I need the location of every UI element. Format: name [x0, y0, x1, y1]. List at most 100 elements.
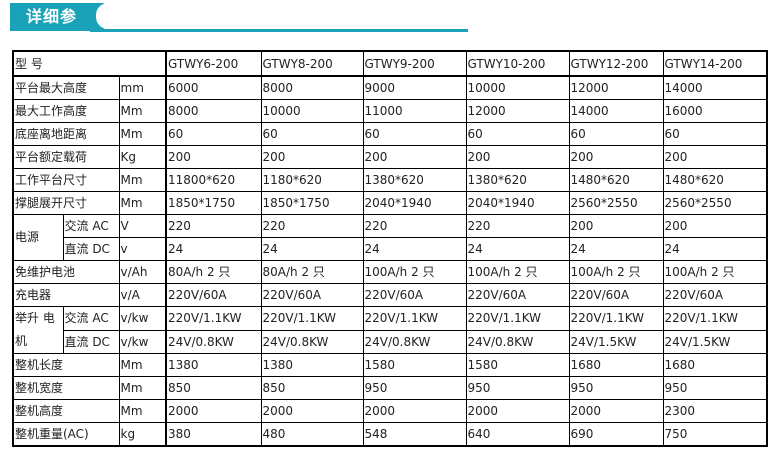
spec-value: 60	[362, 122, 467, 146]
spec-value: 200	[662, 145, 768, 169]
spec-value: 24V/0.8KW	[465, 329, 570, 354]
table-row: 平台最大高度 mm 6000 8000 9000 10000 12000 14000	[12, 75, 768, 100]
spec-value: 200	[662, 214, 768, 238]
spec-value: 950	[662, 376, 768, 400]
model-name: GTWY9-200	[362, 50, 467, 77]
sub-label: 交流 AC	[62, 214, 120, 238]
row-label: 最大工作高度	[12, 99, 120, 123]
spec-value: 2560*2550	[568, 191, 664, 215]
sub-label: 交流 AC	[62, 306, 120, 331]
table-row: 平台额定载荷 Kg 200 200 200 200 200 200	[12, 145, 768, 169]
spec-value: 60	[260, 122, 364, 146]
unit: kg	[118, 422, 167, 447]
row-label: 整机重量(AC)	[12, 422, 120, 447]
spec-value: 220V/60A	[662, 283, 768, 307]
spec-value: 80A/h 2 只	[260, 260, 364, 284]
spec-value: 24	[165, 237, 262, 261]
spec-value: 2040*1940	[465, 191, 570, 215]
unit: v/A	[118, 283, 167, 307]
spec-value: 1380	[165, 353, 262, 377]
unit: v/kw	[118, 306, 167, 331]
spec-value: 60	[662, 122, 768, 146]
spec-value: 24V/0.8KW	[362, 329, 467, 354]
table-row: 整机高度 Mm 2000 2000 2000 2000 2000 2300	[12, 399, 768, 423]
unit: V	[118, 214, 167, 238]
spec-value: 1680	[662, 353, 768, 377]
spec-value: 2000	[165, 399, 262, 423]
group-label: 举升 电机	[12, 306, 64, 354]
model-name: GTWY8-200	[260, 50, 364, 77]
spec-value: 850	[260, 376, 364, 400]
spec-value: 12000	[568, 75, 664, 100]
row-label: 底座离地距离	[12, 122, 120, 146]
spec-value: 1380*620	[362, 168, 467, 192]
row-label: 整机长度	[12, 353, 120, 377]
spec-value: 80A/h 2 只	[165, 260, 262, 284]
unit: Mm	[118, 191, 167, 215]
spec-value: 200	[260, 145, 364, 169]
row-label: 充电器	[12, 283, 120, 307]
unit: Mm	[118, 376, 167, 400]
spec-value: 220V/60A	[465, 283, 570, 307]
spec-value: 24V/0.8KW	[260, 329, 364, 354]
spec-value: 1850*1750	[260, 191, 364, 215]
spec-value: 14000	[662, 75, 768, 100]
spec-value: 200	[362, 145, 467, 169]
unit: Mm	[118, 99, 167, 123]
row-label: 平台额定载荷	[12, 145, 120, 169]
spec-table: 型 号 GTWY6-200 GTWY8-200 GTWY9-200 GTWY10-200…	[12, 50, 768, 447]
spec-value: 200	[568, 214, 664, 238]
sub-label: 直流 DC	[62, 329, 120, 354]
table-row: 直流 DC v/kw 24V/0.8KW 24V/0.8KW 24V/0.8KW 24V/…	[13, 329, 768, 354]
spec-value: 11000	[362, 99, 467, 123]
spec-value: 6000	[165, 75, 262, 100]
unit: Mm	[118, 399, 167, 423]
spec-value: 220V/1.1KW	[568, 306, 664, 331]
banner-underline	[90, 29, 468, 32]
spec-value: 16000	[662, 99, 768, 123]
spec-value: 220	[465, 214, 570, 238]
row-label: 撑腿展开尺寸	[12, 191, 120, 215]
spec-value: 750	[662, 422, 768, 447]
table-row: 整机重量(AC) kg 380 480 548 640 690 750	[12, 422, 768, 447]
spec-value: 2300	[662, 399, 768, 423]
spec-value: 1380	[260, 353, 364, 377]
spec-value: 850	[165, 376, 262, 400]
spec-value: 100A/h 2 只	[362, 260, 467, 284]
spec-value: 10000	[465, 75, 570, 100]
model-header-label: 型 号	[12, 50, 167, 77]
table-row: 撑腿展开尺寸 Mm 1850*1750 1850*1750 2040*1940 2040*…	[12, 191, 768, 215]
spec-value: 24	[568, 237, 664, 261]
row-label: 整机高度	[12, 399, 120, 423]
model-name: GTWY14-200	[662, 50, 768, 77]
row-label: 免维护电池	[12, 260, 120, 284]
spec-value: 11800*620	[165, 168, 262, 192]
spec-value: 2000	[362, 399, 467, 423]
spec-value: 640	[465, 422, 570, 447]
spec-value: 200	[165, 145, 262, 169]
spec-value: 2040*1940	[362, 191, 467, 215]
spec-value: 220V/1.1KW	[465, 306, 570, 331]
spec-value: 220V/60A	[260, 283, 364, 307]
spec-value: 220V/1.1KW	[165, 306, 262, 331]
spec-value: 950	[362, 376, 467, 400]
sub-label: 直流 DC	[62, 237, 120, 261]
unit: v/kw	[118, 329, 167, 354]
table-row: 整机长度 Mm 1380 1380 1580 1580 1680 1680	[12, 353, 768, 377]
table-row: 电源 交流 AC V 220 220 220 220 200 200	[12, 214, 768, 261]
banner-curve	[90, 3, 116, 31]
spec-value: 60	[465, 122, 570, 146]
table-row: 充电器 v/A 220V/60A 220V/60A 220V/60A 220V/60A 22…	[12, 283, 768, 307]
spec-value: 2000	[260, 399, 364, 423]
spec-value: 2560*2550	[662, 191, 768, 215]
spec-value: 24V/1.5KW	[568, 329, 664, 354]
spec-value: 380	[165, 422, 262, 447]
spec-value: 60	[568, 122, 664, 146]
spec-value: 220V/60A	[165, 283, 262, 307]
spec-value: 100A/h 2 只	[568, 260, 664, 284]
model-name: GTWY10-200	[465, 50, 570, 77]
table-row: 工作平台尺寸 Mm 11800*620 1180*620 1380*620 1380*62…	[12, 168, 768, 192]
spec-value: 220V/1.1KW	[362, 306, 467, 331]
spec-value: 1580	[362, 353, 467, 377]
spec-value: 220V/60A	[362, 283, 467, 307]
